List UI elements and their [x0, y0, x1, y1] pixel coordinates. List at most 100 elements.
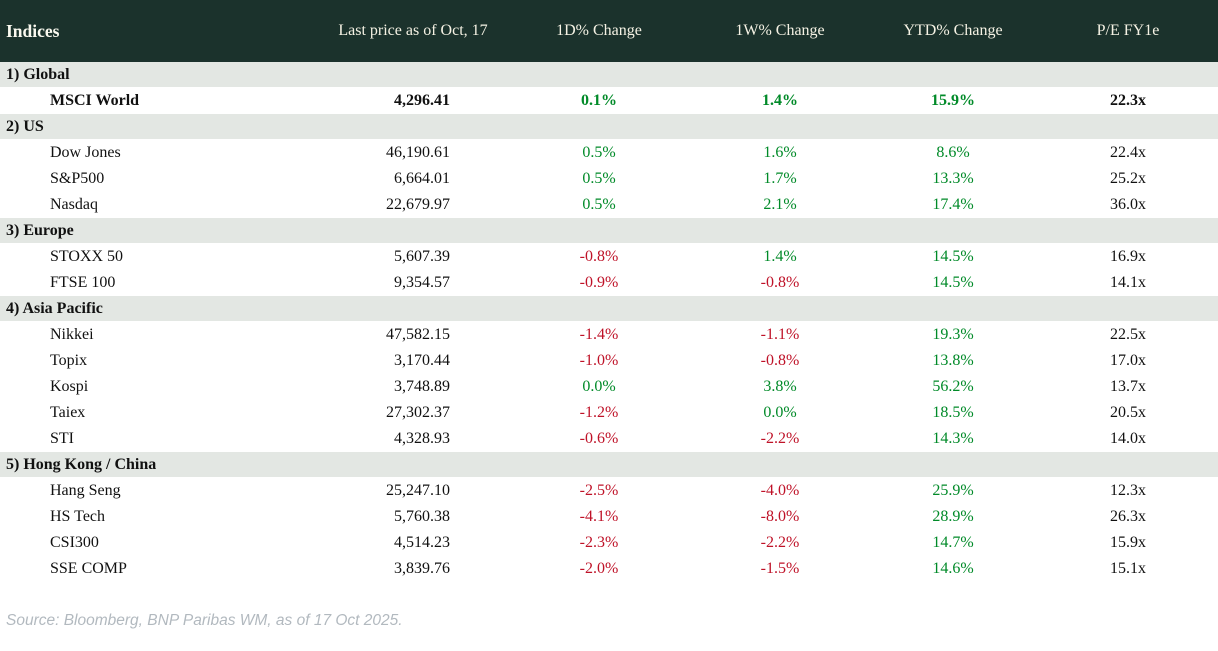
- ytd-change: 15.9%: [931, 92, 975, 109]
- last-price: 3,839.76: [394, 560, 450, 577]
- 1w-change: -2.2%: [760, 534, 800, 551]
- 1d-change: -1.0%: [579, 352, 619, 369]
- pe-fy1e: 25.2x: [1110, 170, 1146, 187]
- 1d-change: 0.1%: [581, 92, 617, 109]
- 1d-change: -4.1%: [579, 508, 619, 525]
- page-title: Indices: [6, 20, 60, 41]
- 1w-change: -0.8%: [760, 352, 800, 369]
- 1w-change: 1.4%: [762, 92, 798, 109]
- table-row: HS Tech 5,760.38 -4.1% -8.0% 28.9% 26.3x: [0, 504, 1218, 530]
- section-header: 3) Europe: [0, 218, 1218, 244]
- index-name: Nikkei: [50, 326, 94, 343]
- last-price: 27,302.37: [386, 404, 450, 421]
- pe-fy1e: 15.1x: [1110, 560, 1146, 577]
- index-name: Topix: [50, 352, 88, 369]
- table-row: FTSE 100 9,354.57 -0.9% -0.8% 14.5% 14.1x: [0, 270, 1218, 296]
- pe-fy1e: 36.0x: [1110, 196, 1146, 213]
- table-body: 1) Global MSCI World 4,296.41 0.1% 1.4% 15.9%…: [0, 62, 1218, 582]
- last-price: 3,748.89: [394, 378, 450, 395]
- section-header: 2) US: [0, 114, 1218, 140]
- 1d-change: -0.6%: [579, 430, 619, 447]
- index-name: Taiex: [50, 404, 86, 421]
- ytd-change: 14.6%: [932, 560, 974, 577]
- ytd-change: 56.2%: [932, 378, 974, 395]
- table-row: CSI300 4,514.23 -2.3% -2.2% 14.7% 15.9x: [0, 530, 1218, 556]
- index-name: HS Tech: [50, 508, 106, 525]
- index-name: STOXX 50: [50, 248, 124, 265]
- ytd-change: 17.4%: [932, 196, 974, 213]
- pe-fy1e: 12.3x: [1110, 482, 1146, 499]
- 1w-change: 1.7%: [763, 170, 797, 187]
- table-row: Hang Seng 25,247.10 -2.5% -4.0% 25.9% 12.3x: [0, 478, 1218, 504]
- ytd-change: 14.5%: [932, 248, 974, 265]
- index-name: STI: [50, 430, 74, 447]
- section-header: 1) Global: [0, 62, 1218, 88]
- last-price: 9,354.57: [394, 274, 450, 291]
- column-header-1d-change: 1D% Change: [556, 22, 642, 39]
- indices-table: Indices Last price as of Oct, 17 1D% Cha…: [0, 0, 1218, 582]
- pe-fy1e: 26.3x: [1110, 508, 1146, 525]
- 1d-change: -0.8%: [579, 248, 619, 265]
- ytd-change: 25.9%: [932, 482, 974, 499]
- 1d-change: -1.4%: [579, 326, 619, 343]
- last-price: 3,170.44: [394, 352, 450, 369]
- 1d-change: 0.5%: [582, 196, 616, 213]
- index-name: Dow Jones: [50, 144, 121, 161]
- pe-fy1e: 16.9x: [1110, 248, 1146, 265]
- 1d-change: -2.0%: [579, 560, 619, 577]
- last-price: 6,664.01: [394, 170, 450, 187]
- table-row: Nasdaq 22,679.97 0.5% 2.1% 17.4% 36.0x: [0, 192, 1218, 218]
- index-name: Kospi: [50, 378, 89, 395]
- last-price: 25,247.10: [386, 482, 450, 499]
- section-header: 4) Asia Pacific: [0, 296, 1218, 322]
- table-row: STI 4,328.93 -0.6% -2.2% 14.3% 14.0x: [0, 426, 1218, 452]
- ytd-change: 14.3%: [932, 430, 974, 447]
- pe-fy1e: 20.5x: [1110, 404, 1146, 421]
- index-name: CSI300: [50, 534, 99, 551]
- column-header-1w-change: 1W% Change: [735, 22, 825, 39]
- ytd-change: 8.6%: [936, 144, 970, 161]
- pe-fy1e: 15.9x: [1110, 534, 1146, 551]
- ytd-change: 28.9%: [932, 508, 974, 525]
- table-row: Topix 3,170.44 -1.0% -0.8% 13.8% 17.0x: [0, 348, 1218, 374]
- ytd-change: 13.3%: [932, 170, 974, 187]
- index-name: Hang Seng: [50, 482, 121, 499]
- pe-fy1e: 22.4x: [1110, 144, 1146, 161]
- ytd-change: 18.5%: [932, 404, 974, 421]
- last-price: 5,760.38: [394, 508, 450, 525]
- source-note: Source: Bloomberg, BNP Paribas WM, as of…: [6, 612, 403, 629]
- 1d-change: -0.9%: [579, 274, 619, 291]
- column-header-ytd-change: YTD% Change: [903, 22, 1003, 39]
- 1d-change: 0.5%: [582, 170, 616, 187]
- last-price: 4,328.93: [394, 430, 450, 447]
- table-row: Dow Jones 46,190.61 0.5% 1.6% 8.6% 22.4x: [0, 140, 1218, 166]
- 1w-change: -4.0%: [760, 482, 800, 499]
- 1w-change: 1.6%: [763, 144, 797, 161]
- 1w-change: -2.2%: [760, 430, 800, 447]
- 1w-change: -8.0%: [760, 508, 800, 525]
- pe-fy1e: 17.0x: [1110, 352, 1146, 369]
- pe-fy1e: 14.0x: [1110, 430, 1146, 447]
- 1w-change: 2.1%: [763, 196, 797, 213]
- index-name: S&P500: [50, 170, 105, 187]
- 1d-change: 0.0%: [582, 378, 616, 395]
- pe-fy1e: 14.1x: [1110, 274, 1146, 291]
- ytd-change: 19.3%: [932, 326, 974, 343]
- 1w-change: 1.4%: [763, 248, 797, 265]
- last-price: 4,514.23: [394, 534, 450, 551]
- ytd-change: 13.8%: [932, 352, 974, 369]
- pe-fy1e: 22.3x: [1110, 92, 1146, 109]
- last-price: 5,607.39: [394, 248, 450, 265]
- last-price: 47,582.15: [386, 326, 450, 343]
- 1w-change: 0.0%: [763, 404, 797, 421]
- ytd-change: 14.5%: [932, 274, 974, 291]
- table-row: MSCI World 4,296.41 0.1% 1.4% 15.9% 22.3x: [0, 88, 1218, 114]
- 1d-change: -1.2%: [579, 404, 619, 421]
- 1d-change: -2.5%: [579, 482, 619, 499]
- index-name: MSCI World: [50, 92, 140, 109]
- 1w-change: -1.1%: [760, 326, 800, 343]
- last-price: 46,190.61: [386, 144, 450, 161]
- 1w-change: -1.5%: [760, 560, 800, 577]
- table-row: SSE COMP 3,839.76 -2.0% -1.5% 14.6% 15.1x: [0, 556, 1218, 582]
- table-row: Kospi 3,748.89 0.0% 3.8% 56.2% 13.7x: [0, 374, 1218, 400]
